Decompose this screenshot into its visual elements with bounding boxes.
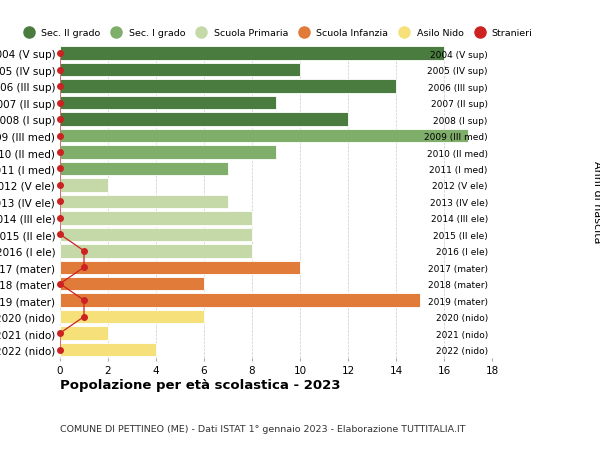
Bar xyxy=(60,195,228,209)
Text: Anni di nascita: Anni di nascita xyxy=(592,161,600,243)
Point xyxy=(55,198,65,206)
Bar xyxy=(60,80,396,94)
Point xyxy=(55,100,65,107)
Bar xyxy=(60,277,204,291)
Bar xyxy=(60,113,348,127)
Point xyxy=(79,247,89,255)
Point xyxy=(55,182,65,189)
Bar xyxy=(60,327,108,340)
Point xyxy=(79,264,89,271)
Point xyxy=(55,215,65,222)
Point xyxy=(55,50,65,58)
Bar xyxy=(60,162,228,176)
Legend: Sec. II grado, Sec. I grado, Scuola Primaria, Scuola Infanzia, Asilo Nido, Stran: Sec. II grado, Sec. I grado, Scuola Prim… xyxy=(19,29,533,38)
Bar xyxy=(60,146,276,159)
Bar xyxy=(60,64,300,77)
Point xyxy=(79,297,89,304)
Bar xyxy=(60,261,300,274)
Point xyxy=(55,116,65,123)
Point xyxy=(55,231,65,239)
Bar xyxy=(60,129,468,143)
Bar xyxy=(60,47,444,61)
Bar xyxy=(60,343,156,357)
Point xyxy=(55,133,65,140)
Point xyxy=(55,346,65,353)
Point xyxy=(55,67,65,74)
Point xyxy=(55,83,65,90)
Point xyxy=(79,313,89,321)
Point xyxy=(55,330,65,337)
Text: COMUNE DI PETTINEO (ME) - Dati ISTAT 1° gennaio 2023 - Elaborazione TUTTITALIA.I: COMUNE DI PETTINEO (ME) - Dati ISTAT 1° … xyxy=(60,425,466,433)
Point xyxy=(55,149,65,157)
Bar xyxy=(60,97,276,110)
Bar xyxy=(60,310,204,324)
Point xyxy=(55,165,65,173)
Point xyxy=(55,280,65,288)
Bar xyxy=(60,294,420,307)
Bar xyxy=(60,212,252,225)
Bar xyxy=(60,245,252,258)
Text: Popolazione per età scolastica - 2023: Popolazione per età scolastica - 2023 xyxy=(60,378,341,391)
Bar xyxy=(60,179,108,192)
Bar xyxy=(60,228,252,241)
